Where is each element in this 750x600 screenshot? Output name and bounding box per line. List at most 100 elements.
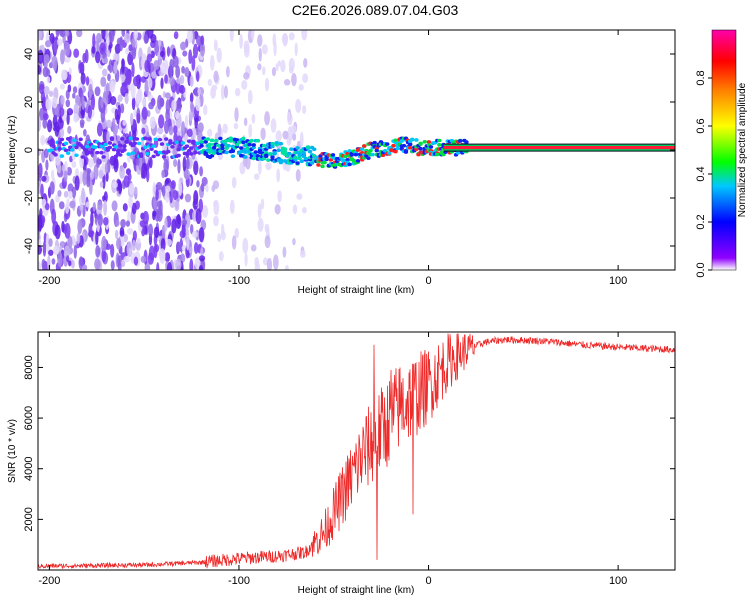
carrier-cell	[353, 152, 359, 157]
noise-blob	[177, 158, 181, 174]
carrier-cell	[289, 147, 294, 151]
carrier-cell	[130, 151, 135, 155]
noise-blob	[40, 90, 46, 104]
noise-blob	[299, 131, 304, 147]
noise-blob	[125, 47, 130, 55]
snr-marks	[38, 333, 675, 570]
noise-blob	[292, 204, 298, 215]
noise-blob	[273, 41, 277, 57]
noise-blob	[146, 110, 151, 118]
noise-blob	[107, 64, 111, 71]
carrier-cell	[303, 156, 309, 161]
noise-blob	[131, 45, 137, 60]
noise-blob	[133, 256, 139, 266]
carrier-cell	[272, 152, 277, 156]
spectrogram-ytick-label: 0	[23, 147, 35, 153]
carrier-cell	[312, 147, 317, 152]
noise-blob	[258, 47, 262, 62]
carrier-cell	[414, 138, 419, 142]
carrier-cell	[372, 140, 377, 145]
noise-blob	[67, 235, 73, 249]
noise-blob	[115, 220, 120, 227]
noise-blob	[78, 256, 84, 270]
carrier-cell	[276, 148, 281, 153]
noise-blob	[104, 56, 108, 65]
noise-blob	[254, 256, 260, 268]
noise-blob	[182, 50, 188, 57]
noise-blob	[106, 130, 111, 145]
noise-blob	[126, 227, 134, 235]
noise-blob	[41, 175, 47, 182]
carrier-cell	[113, 145, 119, 149]
carrier-cell	[261, 143, 267, 148]
noise-blob	[163, 158, 169, 174]
noise-blob	[71, 161, 77, 168]
noise-blob	[157, 126, 164, 135]
colorbar-gradient	[711, 29, 737, 271]
noise-blob	[105, 171, 109, 182]
spectrogram-xtick-label: 100	[609, 275, 627, 287]
noise-blob	[146, 53, 153, 63]
carrier-cell	[226, 143, 231, 148]
carrier-cell	[278, 160, 284, 165]
noise-blob	[217, 123, 222, 137]
carrier-cell	[120, 137, 125, 141]
carrier-cell	[428, 145, 434, 149]
noise-blob	[117, 104, 121, 120]
spectrogram-ytick-label: -40	[23, 238, 35, 254]
carrier-cell	[418, 146, 423, 151]
noise-blob	[171, 218, 177, 234]
colorbar: 0.0 0.2 0.4 0.6 0.8 Normalized spectral ampl…	[695, 29, 748, 278]
noise-blob	[181, 66, 186, 74]
noise-blob	[207, 128, 213, 137]
carrier-cell	[347, 162, 352, 167]
noise-blob	[119, 230, 125, 237]
noise-blob	[173, 125, 178, 135]
carrier-cell	[330, 153, 336, 157]
noise-blob	[156, 200, 162, 209]
noise-blob	[161, 169, 166, 179]
noise-blob	[186, 30, 194, 44]
carrier-cell	[278, 141, 284, 146]
noise-blob	[99, 180, 104, 188]
noise-blob	[38, 49, 44, 64]
noise-blob	[164, 92, 171, 99]
noise-blob	[130, 82, 136, 99]
noise-blob	[147, 77, 153, 89]
carrier-cell	[59, 154, 65, 158]
noise-blob	[59, 107, 65, 117]
noise-blob	[213, 70, 219, 83]
noise-blob	[175, 65, 181, 79]
noise-blob	[76, 232, 81, 245]
noise-blob	[132, 76, 140, 87]
noise-blob	[231, 235, 237, 250]
noise-blob	[213, 200, 218, 207]
noise-blob	[87, 158, 95, 168]
noise-blob	[118, 181, 123, 195]
carrier-cell	[393, 149, 398, 154]
noise-blob	[97, 200, 103, 211]
noise-blob	[264, 235, 271, 249]
noise-blob	[101, 30, 106, 40]
noise-blob	[100, 97, 104, 109]
carrier-cell	[107, 141, 113, 145]
noise-blob	[189, 224, 194, 235]
noise-blob	[127, 154, 131, 163]
carrier-cell	[186, 139, 192, 143]
carrier-cell	[247, 142, 252, 147]
carrier-cell	[143, 136, 148, 141]
noise-blob	[106, 49, 111, 58]
noise-blob	[160, 62, 167, 74]
noise-blob	[42, 118, 48, 129]
carrier-cell	[74, 145, 79, 150]
noise-blob	[61, 69, 67, 81]
noise-blob	[64, 30, 70, 37]
noise-blob	[152, 210, 157, 217]
noise-blob	[142, 210, 149, 225]
carrier-cell	[322, 160, 327, 165]
noise-blob	[60, 49, 65, 65]
noise-blob	[286, 135, 292, 146]
noise-blob	[195, 96, 201, 112]
